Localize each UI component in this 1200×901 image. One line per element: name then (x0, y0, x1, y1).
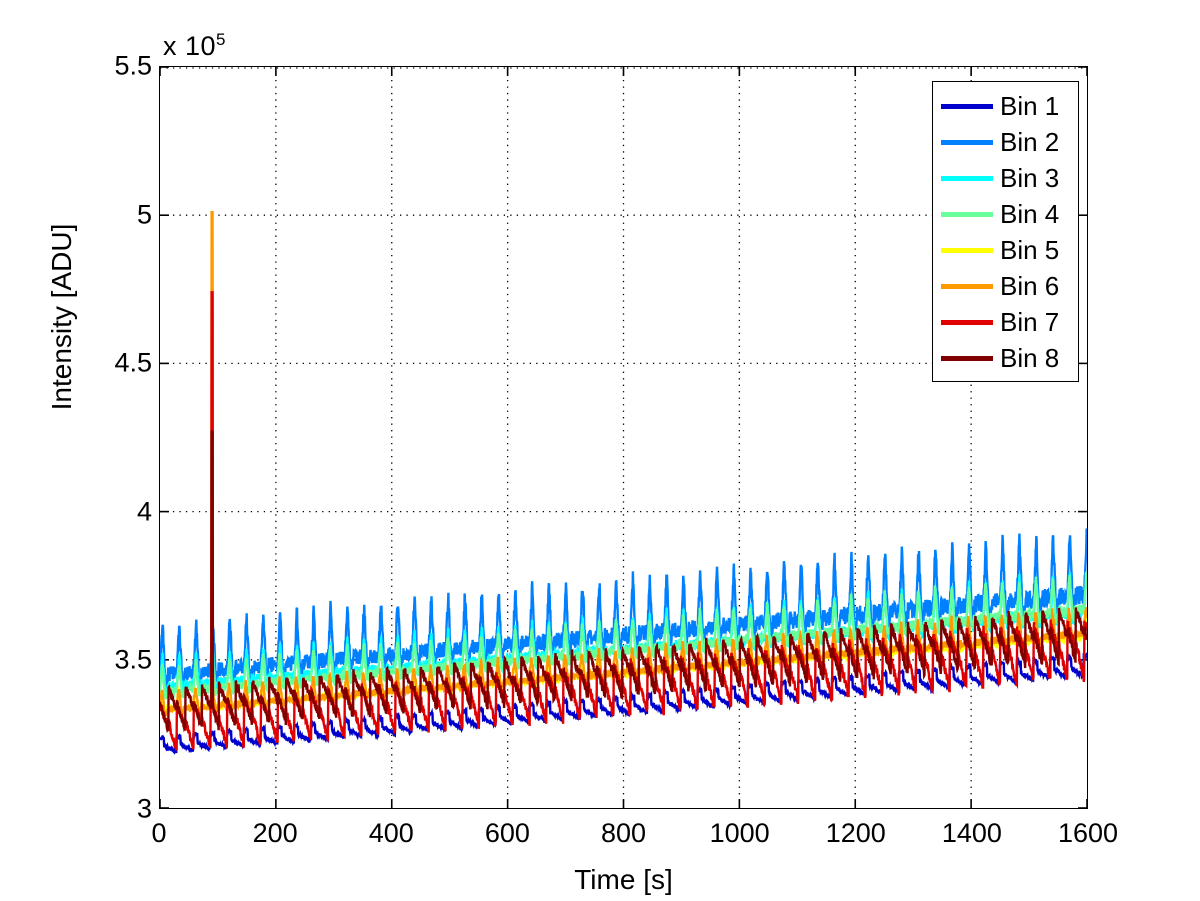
y-tick-label: 3.5 (114, 644, 152, 675)
legend-item-label: Bin 6 (1000, 271, 1060, 301)
legend-item-label: Bin 3 (1000, 163, 1060, 193)
legend-color-swatch (941, 175, 993, 181)
x-tick-label: 1600 (1057, 818, 1119, 848)
x-tick-label: 600 (484, 818, 530, 848)
x-tick-label: 1000 (709, 818, 770, 848)
x-tick-label: 200 (252, 818, 298, 848)
legend-item-bin-6[interactable]: Bin 6 (933, 268, 1078, 304)
x-tick-label: 0 (151, 818, 167, 848)
legend-item-bin-1[interactable]: Bin 1 (933, 88, 1078, 124)
x-tick-label: 400 (368, 818, 414, 848)
legend-item-label: Bin 7 (1000, 307, 1060, 337)
legend-item-label: Bin 2 (1000, 127, 1060, 157)
legend-box: Bin 1 Bin 2 Bin 3 Bin 4 Bin 5 Bin 6 Bin 7 Bin 8 (932, 81, 1079, 382)
legend-color-swatch (941, 211, 993, 217)
y-axis-tick-labels: 3 3.5 4 4.5 5 5.5 (60, 0, 152, 901)
y-tick-label: 4 (136, 496, 152, 527)
exponent-power: 5 (216, 30, 227, 49)
legend-color-swatch (941, 355, 993, 361)
y-tick-label: 3 (136, 793, 152, 824)
data-series-layer (160, 211, 1087, 755)
y-tick-label: 5.5 (114, 50, 152, 81)
legend-color-swatch (941, 139, 993, 145)
series-line (160, 528, 1087, 689)
legend-item-label: Bin 4 (1000, 199, 1060, 229)
exponent-prefix: x 10 (163, 31, 217, 61)
x-tick-label: 1400 (941, 818, 1002, 848)
x-axis-title: Time [s] (574, 864, 673, 895)
legend-item-label: Bin 5 (1000, 235, 1060, 265)
series-line (160, 430, 1087, 734)
legend-item-bin-8[interactable]: Bin 8 (933, 340, 1078, 376)
x-tick-label: 1200 (825, 818, 886, 848)
y-axis-title: Intensity [ADU] (46, 223, 77, 411)
legend-item-bin-2[interactable]: Bin 2 (933, 124, 1078, 160)
legend-item-bin-7[interactable]: Bin 7 (933, 304, 1078, 340)
legend-item-bin-5[interactable]: Bin 5 (933, 232, 1078, 268)
y-tick-label: 5 (136, 199, 152, 230)
y-axis-exponent-label: x 105 (163, 30, 226, 62)
legend-color-swatch (941, 283, 993, 289)
legend-item-bin-3[interactable]: Bin 3 (933, 160, 1078, 196)
legend-item-label: Bin 8 (1000, 343, 1060, 373)
legend-color-swatch (941, 103, 993, 109)
legend-item-label: Bin 1 (1000, 91, 1060, 121)
y-tick-label: 4.5 (114, 347, 152, 378)
legend-color-swatch (941, 247, 993, 253)
legend-color-swatch (941, 319, 993, 325)
series-line (160, 571, 1087, 700)
x-tick-label: 800 (600, 818, 647, 848)
legend-item-bin-4[interactable]: Bin 4 (933, 196, 1078, 232)
x-axis-tick-labels: 0 200 400 600 800 1000 1200 1400 1600 (0, 818, 1200, 858)
